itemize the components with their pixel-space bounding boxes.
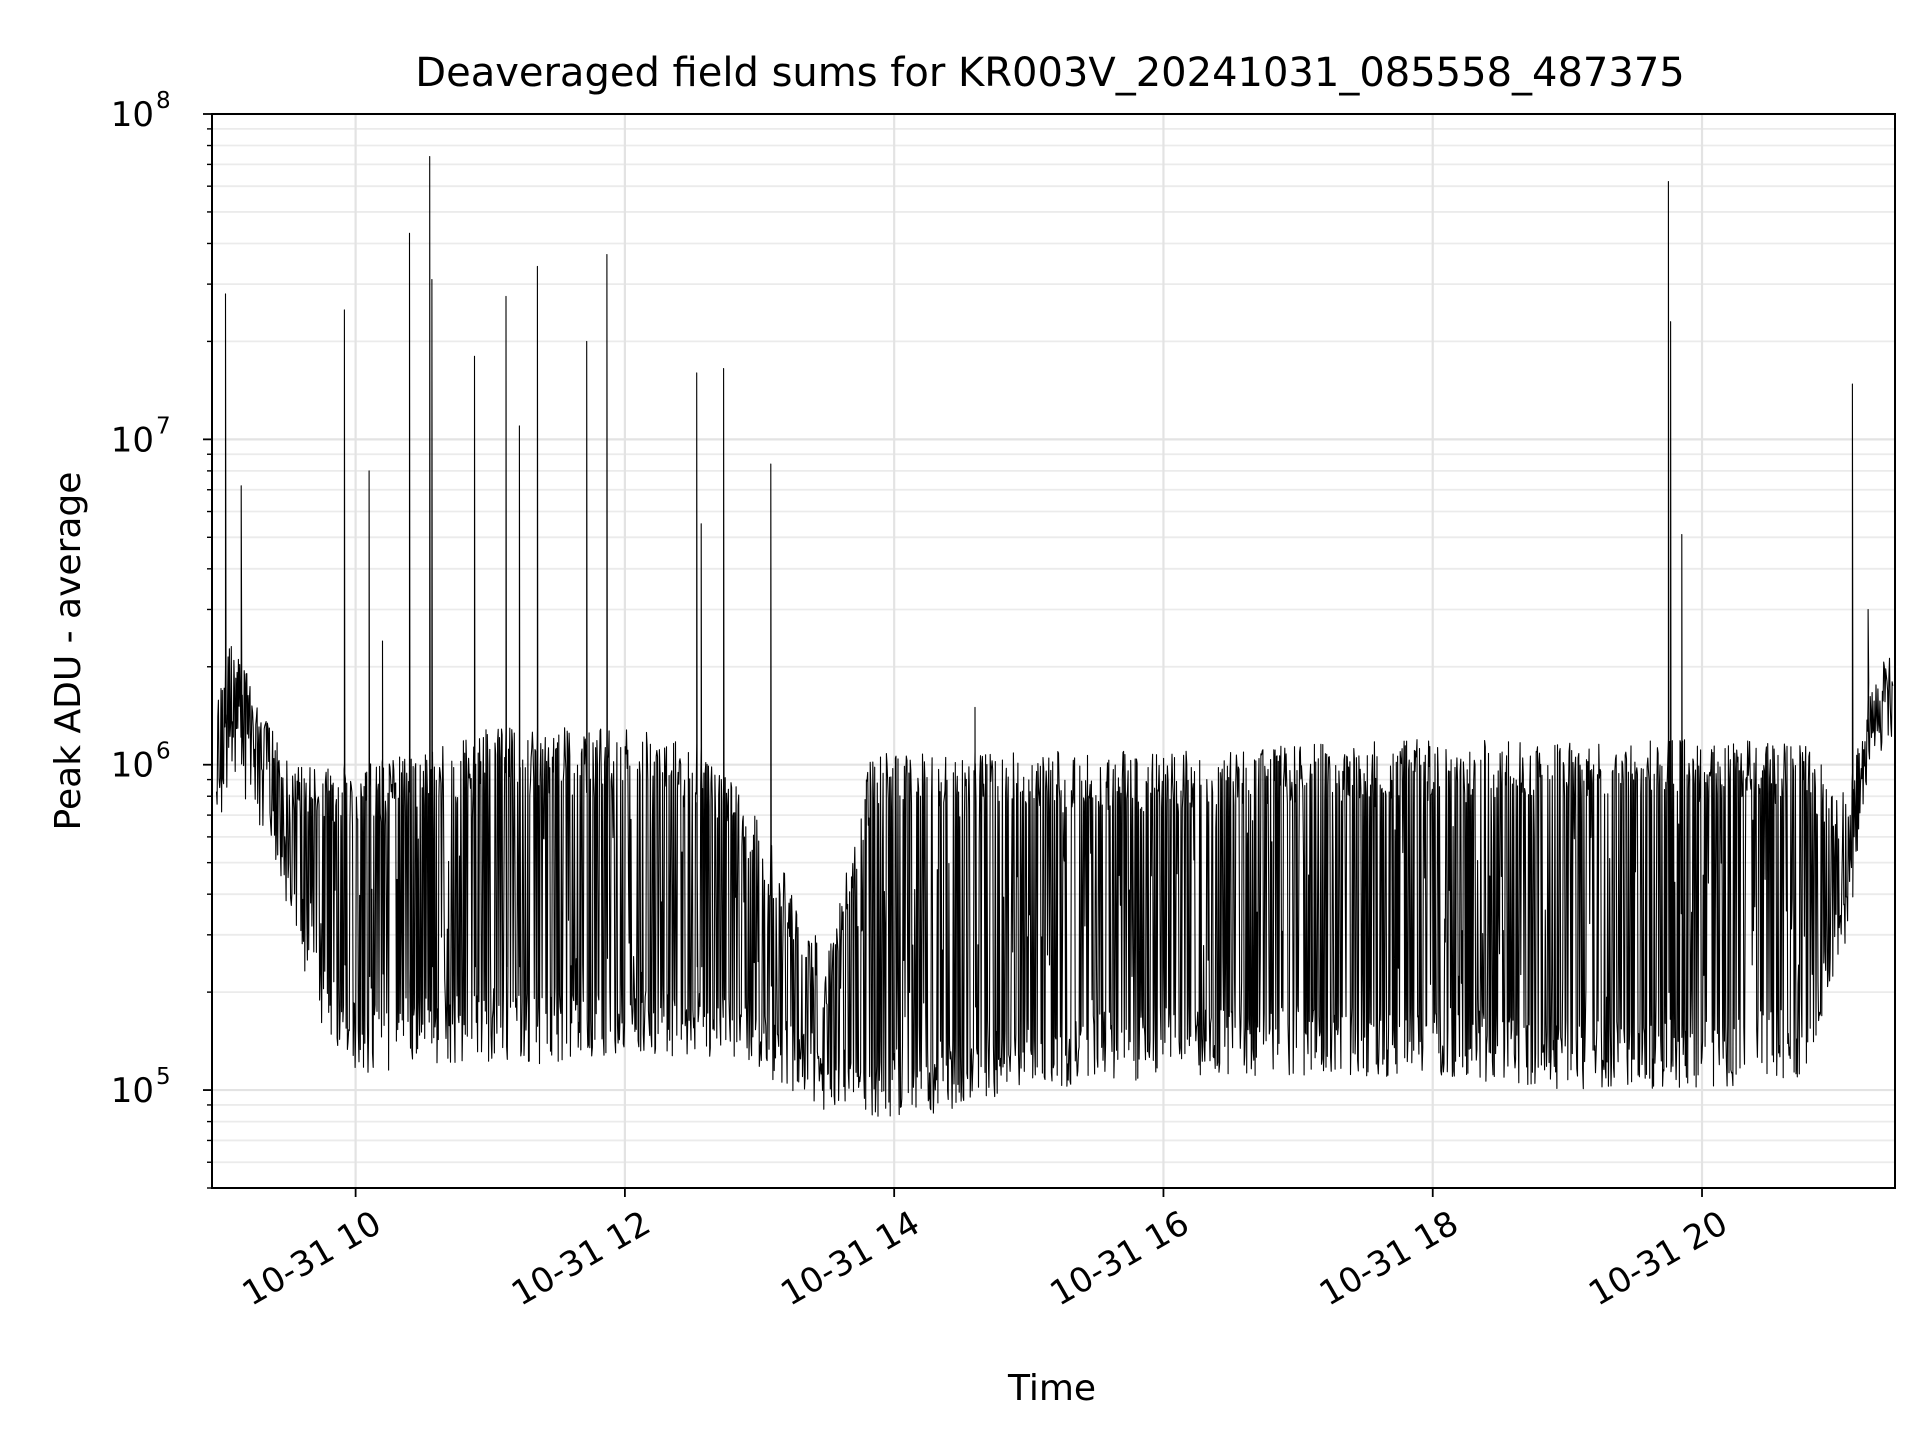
y-tick-label: 10 — [111, 1071, 154, 1111]
y-tick-label-exponent: 7 — [156, 413, 171, 439]
y-tick-label-exponent: 8 — [156, 88, 171, 114]
y-tick-label-exponent: 6 — [156, 739, 171, 765]
x-axis-label: Time — [1007, 1368, 1096, 1409]
y-tick-label: 10 — [111, 420, 154, 460]
y-tick-label-exponent: 5 — [156, 1064, 171, 1090]
y-tick-label: 10 — [111, 746, 154, 786]
y-tick-label: 10 — [111, 95, 154, 135]
y-axis-label: Peak ADU - average — [48, 472, 89, 831]
chart-title: Deaveraged field sums for KR003V_2024103… — [415, 50, 1684, 96]
series-line — [215, 155, 1894, 1117]
series-group — [215, 155, 1894, 1117]
plot-frame — [211, 113, 1896, 1189]
